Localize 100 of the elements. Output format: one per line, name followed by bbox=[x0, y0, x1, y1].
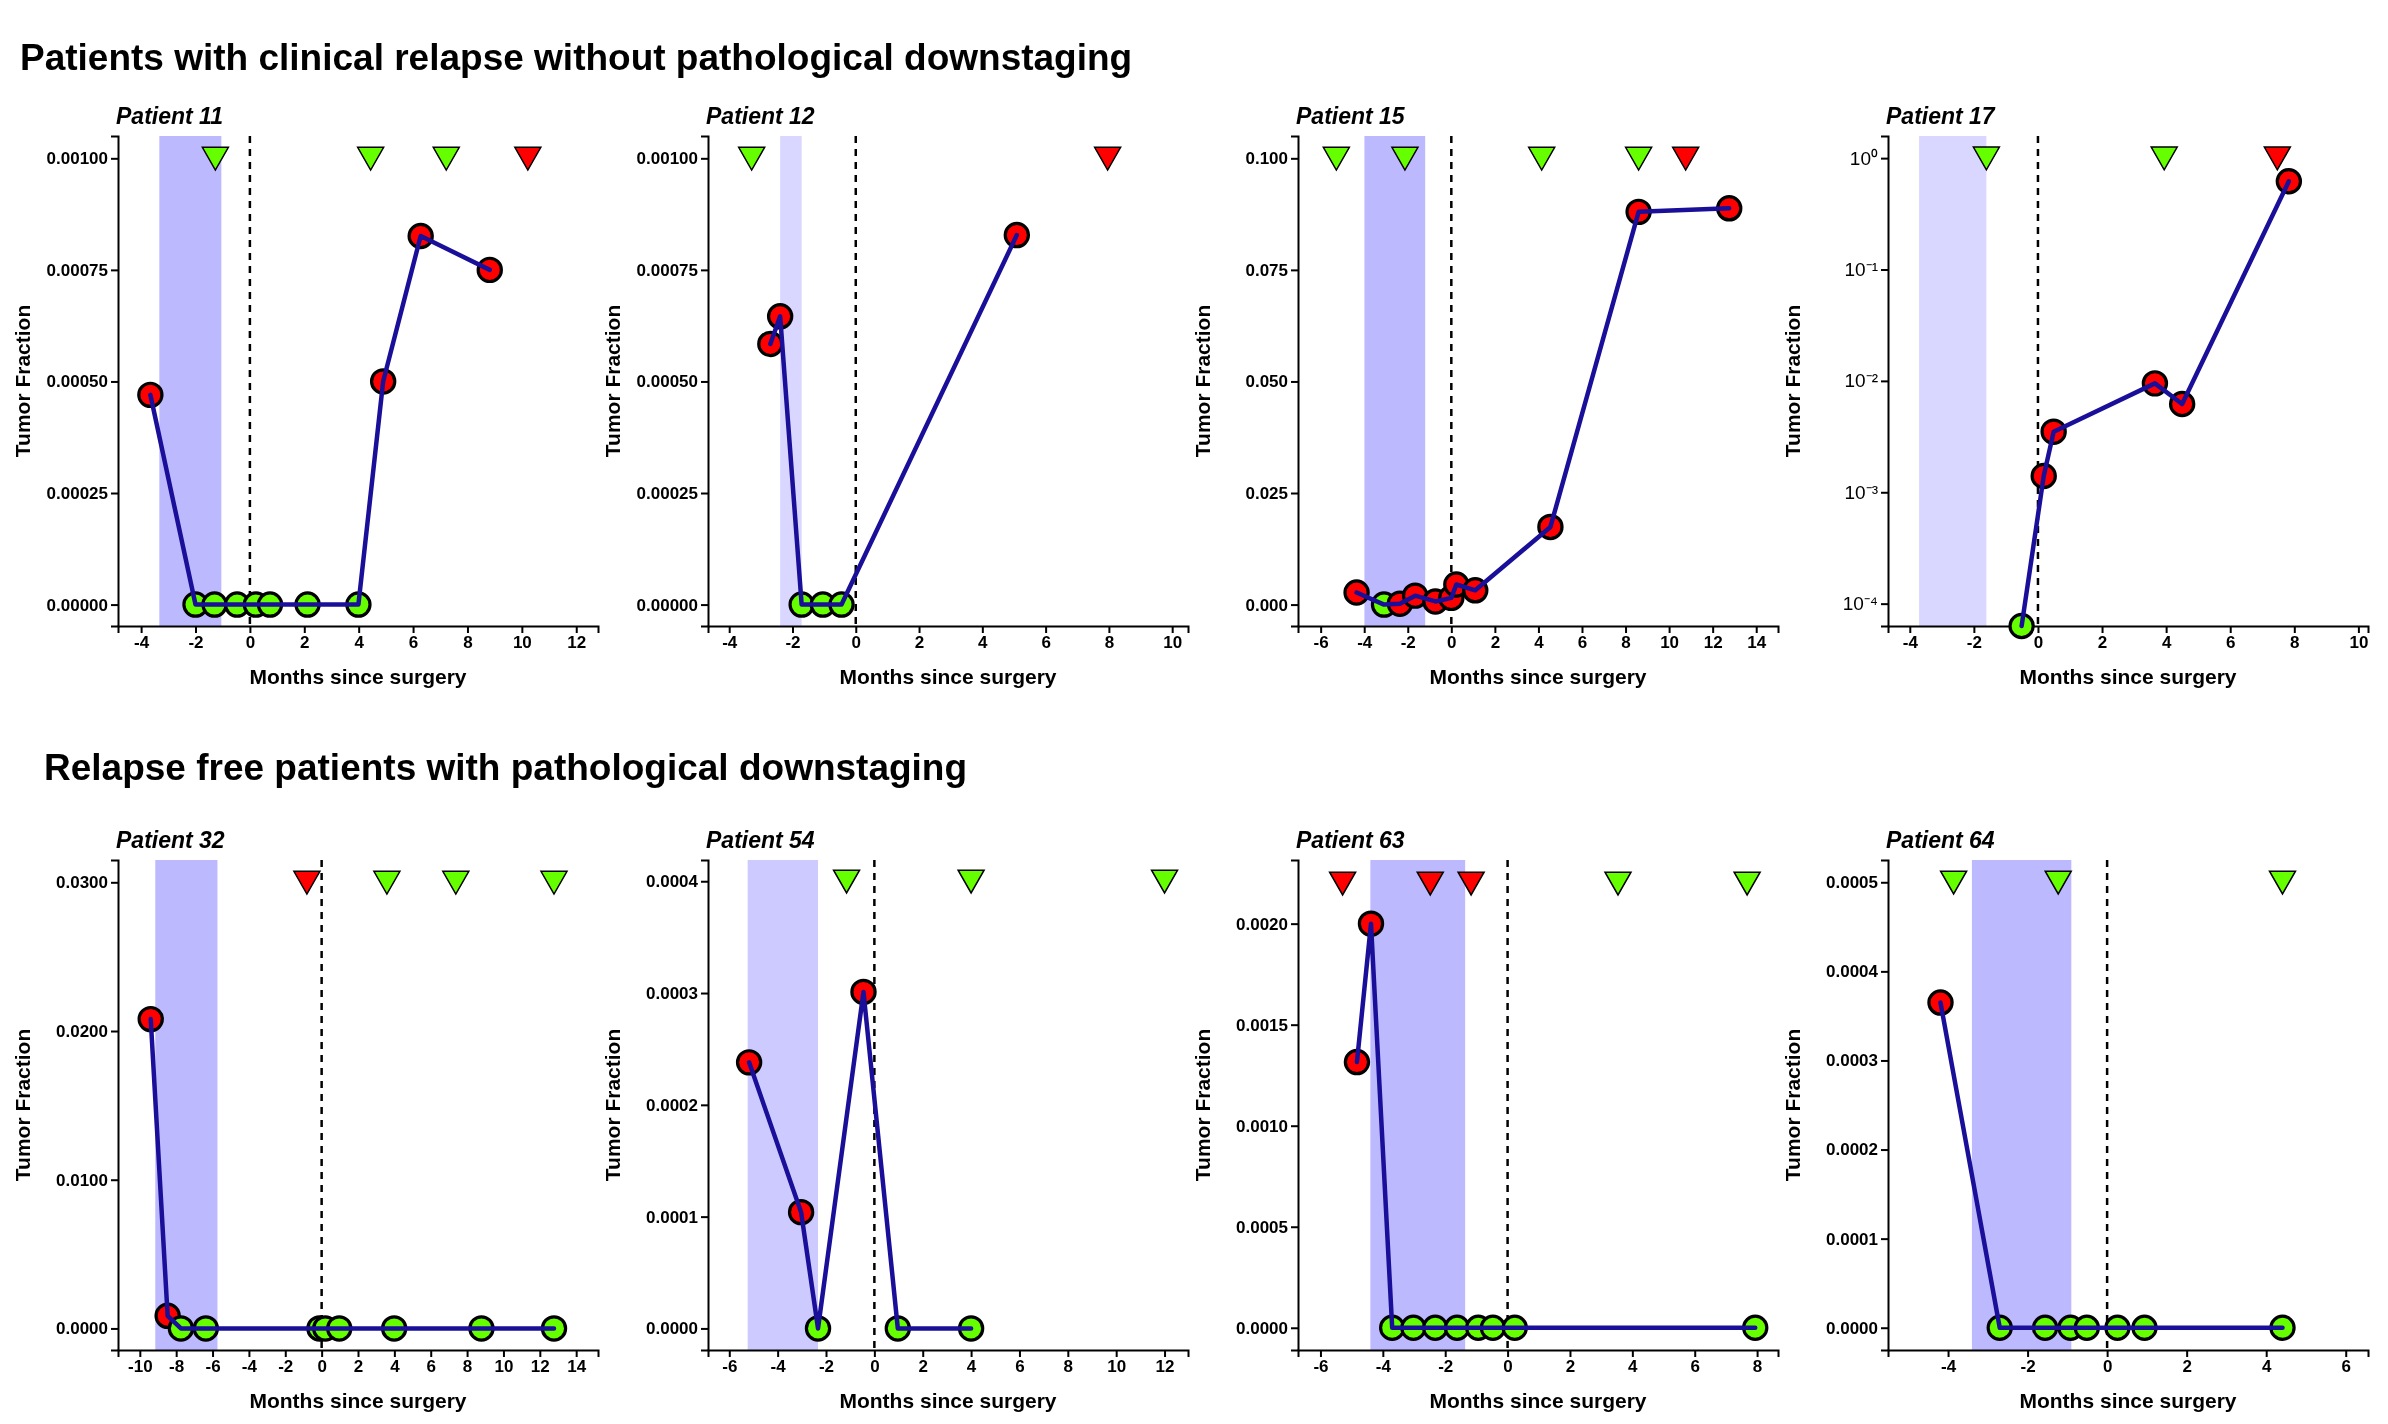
x-tick-label: 4 bbox=[2261, 1357, 2272, 1377]
y-tick-label: 0.0005 bbox=[1236, 1217, 1288, 1237]
y-tick-label: 0.025 bbox=[1245, 483, 1288, 503]
x-tick-label: 0 bbox=[1447, 633, 1457, 653]
x-tick-label: 0 bbox=[1503, 1357, 1513, 1377]
x-tick-label: -2 bbox=[188, 633, 204, 653]
chart-title: Patient 64 bbox=[1886, 827, 1995, 853]
x-tick-label: -6 bbox=[1313, 1357, 1329, 1377]
x-tick-label: 2 bbox=[300, 633, 310, 653]
y-tick-label: 0.0002 bbox=[1826, 1140, 1878, 1160]
point bbox=[2268, 870, 2297, 895]
point bbox=[201, 146, 230, 171]
y-tick-label: 0.0020 bbox=[1236, 914, 1288, 934]
x-tick-label: 2 bbox=[1565, 1357, 1576, 1377]
chart-title: Patient 32 bbox=[116, 827, 225, 853]
x-tick-label: -2 bbox=[278, 1357, 294, 1377]
chart-title: Patient 12 bbox=[706, 103, 815, 129]
x-tick-label: 10 bbox=[2349, 633, 2369, 653]
x-tick-label: 12 bbox=[1703, 633, 1723, 653]
point bbox=[1972, 146, 2001, 171]
x-tick-label: -6 bbox=[205, 1357, 221, 1377]
y-tick-label: 0.0010 bbox=[1236, 1116, 1288, 1136]
x-tick-label: 6 bbox=[1577, 633, 1588, 653]
point bbox=[1527, 146, 1556, 171]
x-tick-label: 2 bbox=[2097, 633, 2108, 653]
point bbox=[1391, 146, 1419, 171]
x-tick-label: -10 bbox=[128, 1357, 153, 1377]
y-tick-label: 0.00025 bbox=[636, 483, 698, 503]
x-tick-label: 6 bbox=[2225, 633, 2236, 653]
point bbox=[832, 869, 861, 894]
x-tick-label: 0 bbox=[245, 633, 256, 653]
x-tick-label: 8 bbox=[1752, 1357, 1763, 1377]
y-axis-title: Tumor Fraction bbox=[601, 1028, 624, 1182]
point bbox=[2150, 146, 2178, 171]
x-tick-label: 4 bbox=[1628, 1357, 1639, 1377]
y-tick-label: 0.00100 bbox=[46, 149, 108, 169]
y-tick-label: 0.0002 bbox=[646, 1095, 698, 1115]
x-axis-title: Months since surgery bbox=[1429, 1389, 1647, 1412]
y-axis-title: Tumor Fraction bbox=[11, 304, 34, 458]
x-tick-label: 0 bbox=[851, 633, 861, 653]
y-tick-label: 0.0300 bbox=[56, 873, 108, 893]
y-tick-label: 10⁻⁴ bbox=[1842, 593, 1878, 615]
y-axis-title: Tumor Fraction bbox=[11, 1028, 34, 1182]
y-tick-label: 0.00000 bbox=[46, 595, 108, 615]
x-tick-label: 10 bbox=[494, 1357, 514, 1377]
y-tick-label: 0.0100 bbox=[56, 1170, 108, 1190]
point bbox=[540, 870, 568, 895]
y-tick-label: 0.0015 bbox=[1236, 1015, 1288, 1035]
x-tick-label: 2 bbox=[918, 1357, 928, 1377]
x-tick-label: -4 bbox=[1940, 1357, 1957, 1377]
y-tick-label: 10⁻¹ bbox=[1844, 259, 1878, 281]
y-tick-label: 0.00000 bbox=[636, 595, 698, 615]
x-tick-label: 6 bbox=[2341, 1357, 2351, 1377]
x-axis-title: Months since surgery bbox=[839, 665, 1057, 688]
y-tick-label: 0.0000 bbox=[1826, 1318, 1878, 1338]
point bbox=[442, 870, 470, 895]
x-tick-label: 4 bbox=[1534, 633, 1545, 653]
y-tick-label: 0.0005 bbox=[1826, 873, 1878, 893]
x-tick-label: 6 bbox=[1690, 1357, 1700, 1377]
point bbox=[1624, 146, 1653, 171]
x-tick-label: 0 bbox=[2033, 633, 2044, 653]
x-axis-title: Months since surgery bbox=[2019, 665, 2237, 688]
x-tick-label: 10 bbox=[512, 633, 532, 653]
x-tick-label: 2 bbox=[353, 1357, 364, 1377]
x-tick-label: -6 bbox=[722, 1357, 738, 1377]
y-tick-label: 0.00025 bbox=[46, 483, 108, 503]
x-axis-title: Months since surgery bbox=[839, 1389, 1057, 1412]
point bbox=[373, 870, 401, 895]
chart-subtitle: Patients with clinical relapse without pathological downstaging bbox=[20, 37, 1133, 78]
x-tick-label: 0 bbox=[317, 1357, 327, 1377]
y-tick-label: 0.0004 bbox=[646, 872, 699, 892]
x-tick-label: -2 bbox=[1438, 1357, 1454, 1377]
y-tick-label: 10⁰ bbox=[1849, 147, 1878, 169]
x-tick-label: -4 bbox=[241, 1357, 258, 1377]
chart-title: Patient 17 bbox=[1886, 103, 1996, 129]
point bbox=[514, 146, 542, 171]
x-tick-label: 6 bbox=[426, 1357, 436, 1377]
y-tick-label: 0.0000 bbox=[646, 1319, 698, 1339]
point bbox=[1457, 871, 1485, 896]
point bbox=[356, 146, 385, 171]
x-tick-label: 6 bbox=[408, 633, 419, 653]
y-tick-label: 0.0000 bbox=[56, 1319, 108, 1339]
x-tick-label: 0 bbox=[870, 1357, 880, 1377]
x-tick-label: -2 bbox=[2020, 1357, 2036, 1377]
x-tick-label: -4 bbox=[770, 1357, 787, 1377]
x-axis-title: Months since surgery bbox=[249, 665, 467, 688]
y-tick-label: 0.000 bbox=[1245, 595, 1288, 615]
x-tick-label: 8 bbox=[462, 1357, 473, 1377]
point bbox=[1322, 146, 1351, 171]
x-tick-label: 8 bbox=[2290, 633, 2300, 653]
x-tick-label: 0 bbox=[2102, 1357, 2113, 1377]
point bbox=[293, 870, 321, 895]
x-tick-label: -8 bbox=[169, 1357, 185, 1377]
y-axis-title: Tumor Fraction bbox=[1781, 304, 1804, 458]
y-tick-label: 0.0001 bbox=[1826, 1229, 1878, 1249]
x-axis-title: Months since surgery bbox=[2019, 1389, 2237, 1412]
y-tick-label: 0.0003 bbox=[1826, 1051, 1878, 1071]
x-tick-label: -6 bbox=[1313, 633, 1329, 653]
x-tick-label: 14 bbox=[567, 1357, 587, 1377]
chart-title: Patient 11 bbox=[116, 103, 223, 129]
